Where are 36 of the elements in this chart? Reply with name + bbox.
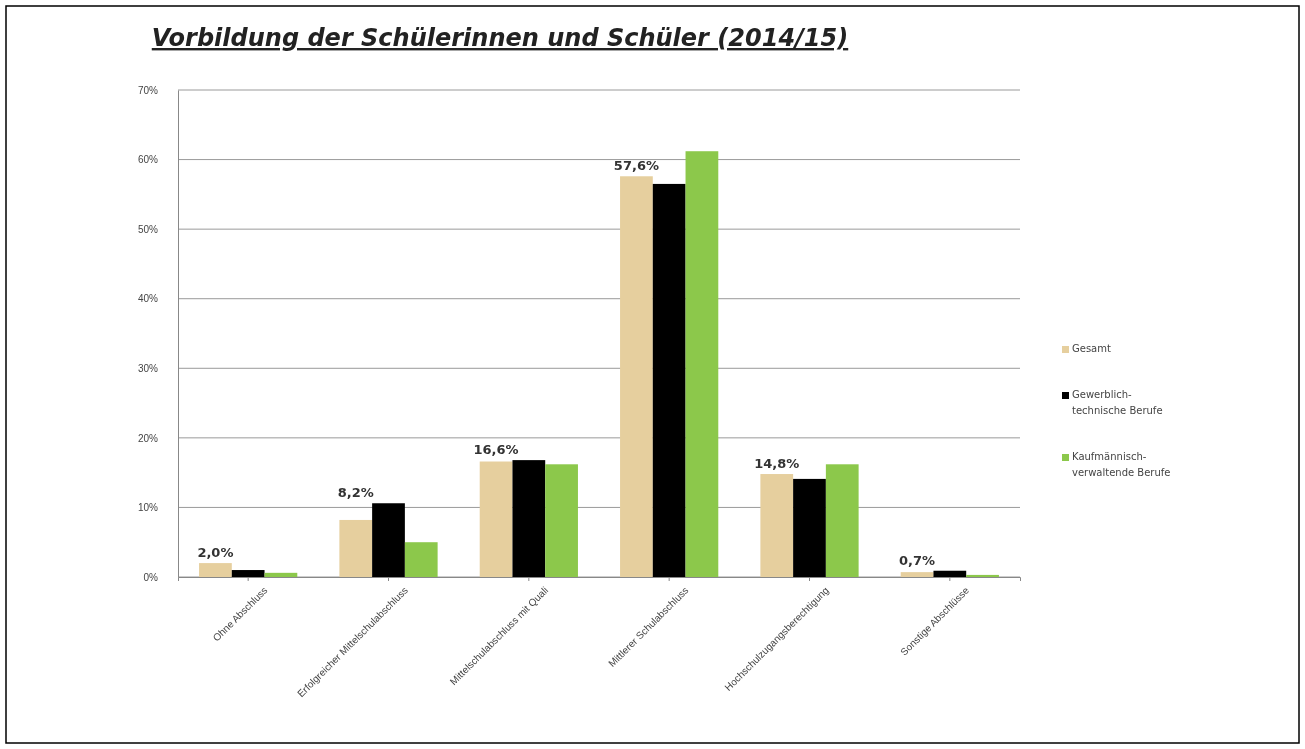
y-tick-label: 60% [137, 154, 159, 166]
y-tick-label: 30% [137, 362, 159, 374]
data-label: 14,8% [754, 456, 800, 472]
data-label: 16,6% [473, 442, 519, 458]
bar [933, 570, 967, 577]
data-label: 0,7% [899, 552, 936, 568]
bar [512, 460, 546, 577]
bar [264, 572, 298, 577]
data-label: 2,0% [197, 545, 234, 561]
bar [760, 474, 794, 577]
data-label: 57,6% [613, 158, 659, 174]
bar [545, 464, 578, 577]
bar [793, 478, 826, 577]
y-tick-label: 10% [137, 502, 159, 514]
bar [900, 572, 934, 577]
bar [404, 542, 438, 577]
chart-title: Vorbildung der Schülerinnen und Schüler (2014/15) [151, 24, 849, 52]
y-tick-label: 0% [143, 571, 159, 583]
bar [479, 461, 513, 577]
bar [620, 176, 653, 577]
legend-label: Kaufmännisch-verwaltende Berufe [1072, 451, 1171, 478]
y-tick-label: 50% [137, 223, 159, 235]
y-tick-label: 40% [137, 293, 159, 305]
y-tick-label: 70% [137, 84, 159, 96]
data-label: 8,2% [337, 485, 374, 501]
y-tick-label: 20% [137, 432, 159, 444]
bar [652, 183, 686, 577]
bar [372, 503, 405, 577]
bar [825, 464, 859, 577]
legend-label: Gewerblich-technische Berufe [1072, 389, 1163, 416]
bar [231, 570, 265, 577]
bar [339, 519, 373, 577]
bar [966, 574, 999, 577]
bar [685, 151, 719, 577]
bar [199, 563, 232, 577]
legend-label: Gesamt [1072, 343, 1111, 354]
